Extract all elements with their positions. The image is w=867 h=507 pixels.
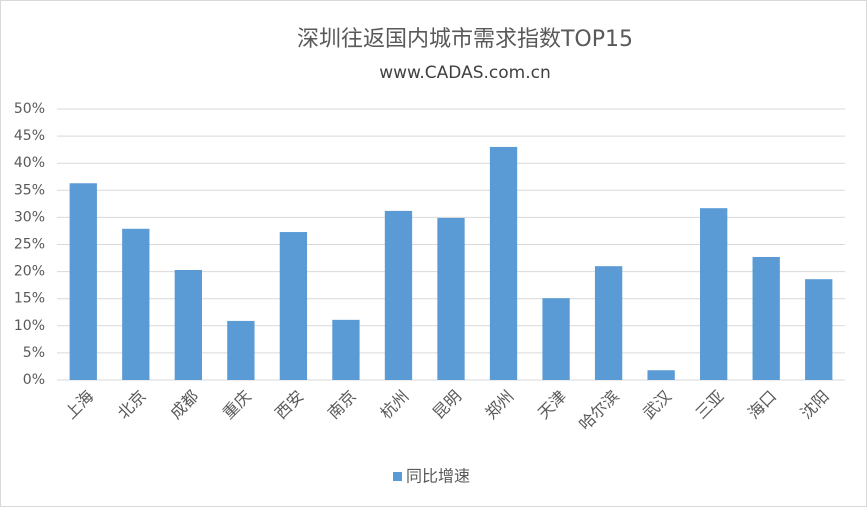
bar (542, 298, 570, 380)
chart-subtitle: www.CADAS.com.cn (379, 63, 551, 83)
bar (489, 146, 518, 380)
bar (594, 266, 623, 380)
legend-label: 同比增速 (406, 467, 470, 486)
y-tick-label: 50% (14, 101, 45, 117)
y-tick-label: 45% (14, 128, 45, 144)
bar (174, 269, 202, 380)
y-tick-label: 20% (14, 264, 45, 280)
y-tick-label: 5% (23, 345, 45, 361)
y-tick-label: 40% (14, 155, 45, 171)
bar (437, 217, 465, 380)
y-tick-label: 30% (14, 209, 45, 225)
bar (700, 208, 728, 380)
legend-swatch (393, 472, 402, 481)
chart-title: 深圳往返国内城市需求指数TOP15 (297, 27, 633, 52)
bar (752, 256, 780, 380)
bar (647, 370, 675, 380)
bar (122, 228, 150, 380)
bar (69, 183, 97, 380)
bar (332, 319, 360, 380)
bar (227, 320, 255, 380)
y-tick-label: 35% (14, 182, 45, 198)
bar (805, 279, 833, 380)
bar (279, 232, 308, 380)
y-tick-label: 10% (14, 318, 45, 334)
y-tick-label: 15% (14, 291, 45, 307)
bar (384, 210, 413, 380)
y-tick-label: 25% (14, 237, 45, 253)
y-tick-label: 0% (23, 372, 45, 388)
